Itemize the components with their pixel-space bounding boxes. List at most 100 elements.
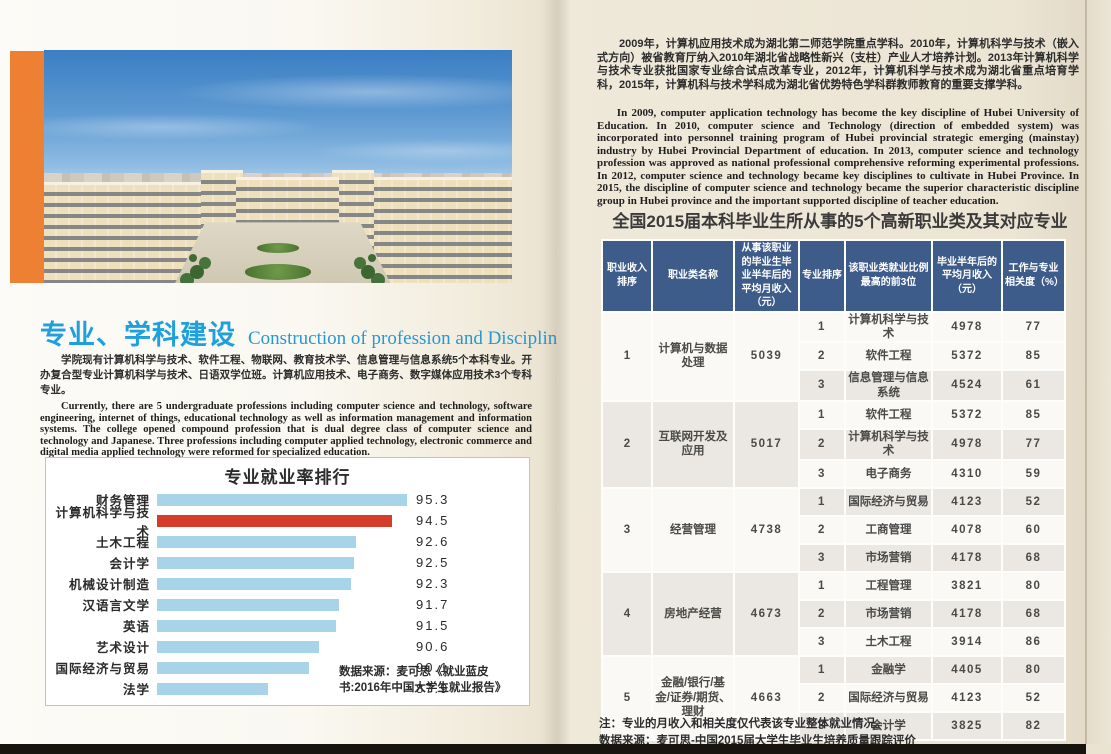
occupation-income-cell: 4738 — [735, 488, 798, 571]
major-income-cell: 4978 — [933, 312, 1001, 342]
major-name-cell: 国际经济与贸易 — [846, 488, 931, 515]
major-income-cell: 4123 — [933, 684, 1001, 711]
employment-rate-chart: 专业就业率排行 财务管理 95.3 计算机科学与技术 94.5 土木工程 92.6 会计学 9… — [45, 457, 530, 706]
occupation-rank-cell: 4 — [603, 572, 651, 655]
chart-bar-label: 财务管理 — [95, 494, 150, 508]
chart-bar-value: 90.6 — [416, 639, 450, 654]
major-name-cell: 计算机科学与技术 — [846, 430, 931, 459]
table-title: 全国2015届本科毕业生所从事的5个高新职业类及其对应专业 — [612, 212, 1068, 231]
chart-bar-value: 87.9 — [416, 681, 450, 696]
chart-bar-track — [157, 661, 407, 674]
major-income-cell: 4978 — [933, 430, 1001, 459]
chart-bar-value: 91.5 — [416, 618, 450, 633]
chart-bar-row: 艺术设计 90.6 — [46, 636, 529, 657]
relevance-cell: 77 — [1003, 430, 1064, 459]
table-header-cell: 工作与专业相关度（%） — [1003, 241, 1064, 311]
major-name-cell: 计算机科学与技术 — [846, 312, 931, 342]
relevance-cell: 85 — [1003, 343, 1064, 370]
chart-bar — [157, 535, 357, 548]
table-row: 4 房地产经营 4673 1 工程管理 3821 80 — [603, 572, 1064, 655]
chart-bar-value: 92.5 — [416, 555, 450, 570]
table-row: 3 信息管理与信息系统 4524 61 — [603, 371, 1064, 400]
chart-bar-row: 机械设计制造 92.3 — [46, 573, 529, 594]
chart-rows: 财务管理 95.3 计算机科学与技术 94.5 土木工程 92.6 会计学 92.5 机械设计制… — [46, 489, 529, 699]
major-name-cell: 软件工程 — [846, 402, 931, 428]
table-row: 3 市场营销 4178 68 — [603, 544, 1064, 571]
table-row: 2 软件工程 5372 85 — [603, 343, 1064, 370]
relevance-cell: 68 — [1003, 544, 1064, 571]
major-name-cell: 会计学 — [846, 712, 931, 739]
table-row: 1 计算机与数据处理 5039 1 计算机科学与技术 4978 77 — [603, 312, 1064, 400]
chart-bar-row: 英语 91.5 — [46, 615, 529, 636]
occupation-rank-cell: 1 — [603, 312, 651, 400]
chart-bar-label: 会计学 — [109, 557, 150, 571]
chart-bar-label: 机械设计制造 — [68, 578, 150, 592]
chart-bar-value: 91.7 — [416, 597, 450, 612]
major-name-cell: 金融学 — [846, 656, 931, 683]
chart-bar-row: 汉语言文学 91.7 — [46, 594, 529, 615]
relevance-cell: 85 — [1003, 402, 1064, 428]
relevance-cell: 61 — [1003, 371, 1064, 400]
page-fold — [541, 0, 571, 744]
occupation-name-cell: 金融/银行/基金/证券/期货、理财 — [653, 656, 733, 739]
major-income-cell: 4078 — [933, 516, 1001, 543]
page-edge-line — [1085, 0, 1087, 744]
major-income-cell: 3914 — [933, 628, 1001, 655]
chart-bar-value: 95.3 — [416, 492, 450, 507]
major-income-cell: 4524 — [933, 371, 1001, 400]
photo-trees-right — [368, 254, 377, 263]
chart-source-note: 数据来源：麦可思《就业蓝皮书:2016年中国大学生就业报告》 — [339, 665, 507, 695]
relevance-cell: 60 — [1003, 516, 1064, 543]
table-row: 2 工商管理 4078 60 — [603, 516, 1064, 543]
major-rank-cell: 3 — [800, 460, 844, 487]
table-row: 2 互联网开发及应用 5017 1 软件工程 5372 85 — [603, 402, 1064, 487]
table-row: 2 国际经济与贸易 4123 52 — [603, 684, 1064, 711]
table-header-cell: 毕业半年后的平均月收入（元） — [933, 241, 1001, 311]
section-title-zh: 专业、学科建设 — [40, 320, 236, 350]
right-paragraph-en: In 2009, computer application technology… — [597, 107, 1079, 207]
table-notes: 注：专业的月收入和相关度仅代表该专业整体就业情况。 数据来源：麦可思-中国201… — [599, 716, 1081, 749]
chart-bar-row: 计算机科学与技术 94.5 — [46, 506, 529, 539]
major-rank-cell: 1 — [800, 488, 844, 515]
chart-bar-track — [157, 556, 407, 569]
table-header-cell: 从事该职业的毕业生毕业半年后的平均月收入（元） — [735, 241, 798, 311]
chart-bar-track — [157, 577, 407, 590]
photo-lawn-small — [256, 243, 300, 253]
major-rank-cell: 1 — [800, 312, 844, 342]
relevance-cell: 82 — [1003, 712, 1064, 739]
major-rank-cell: 1 — [800, 656, 844, 683]
table-note-1: 注：专业的月收入和相关度仅代表该专业整体就业情况。 — [599, 718, 887, 730]
right-paragraph-zh: 2009年，计算机应用技术成为湖北第二师范学院重点学科。2010年，计算机科学与… — [597, 38, 1079, 91]
chart-bar-track — [157, 640, 407, 653]
major-rank-cell: 3 — [800, 628, 844, 655]
chart-bar-label: 法学 — [122, 683, 150, 697]
relevance-cell: 68 — [1003, 600, 1064, 627]
photo-building-right — [366, 180, 512, 283]
major-rank-cell: 3 — [800, 712, 844, 739]
chart-bar-track — [157, 598, 407, 611]
relevance-cell: 80 — [1003, 656, 1064, 683]
major-income-cell: 5372 — [933, 343, 1001, 370]
photo-lawn-large — [245, 264, 311, 280]
major-rank-cell: 1 — [800, 572, 844, 599]
chart-bar-row: 国际经济与贸易 90.1 — [46, 657, 529, 678]
major-rank-cell: 3 — [800, 371, 844, 400]
chart-bar-track — [157, 619, 407, 632]
chart-bar-label: 英语 — [122, 620, 150, 634]
chart-title: 专业就业率排行 — [224, 468, 351, 487]
campus-photo — [44, 50, 512, 283]
major-name-cell: 市场营销 — [846, 544, 931, 571]
photo-trees-left — [189, 254, 198, 263]
chart-bar — [157, 619, 336, 632]
major-rank-cell: 3 — [800, 544, 844, 571]
photo-sky — [44, 50, 512, 195]
table-header-row: 职业收入排序 职业类名称 从事该职业的毕业生毕业半年后的平均月收入（元） 专业排序 该职… — [603, 241, 1064, 311]
occupation-rank-cell: 3 — [603, 488, 651, 571]
left-paragraph-en: Currently, there are 5 undergraduate pro… — [40, 401, 532, 458]
chart-bar-value: 90.1 — [416, 660, 450, 675]
chart-bar-value: 92.3 — [416, 576, 450, 591]
major-income-cell: 3825 — [933, 712, 1001, 739]
occupations-table: 职业收入排序 职业类名称 从事该职业的毕业生毕业半年后的平均月收入（元） 专业排序 该职… — [601, 239, 1066, 741]
relevance-cell: 59 — [1003, 460, 1064, 487]
